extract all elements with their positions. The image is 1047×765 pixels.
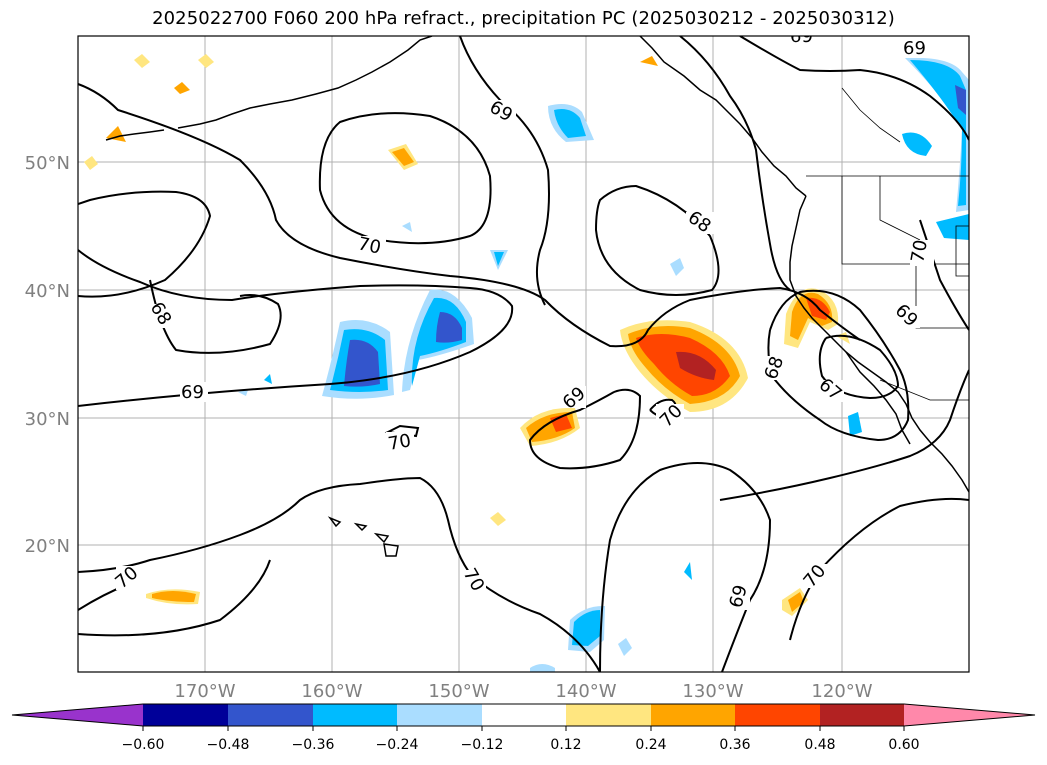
- colorbar-extend-high: [904, 704, 1035, 726]
- colorbar-tick-label: −0.12: [461, 737, 504, 753]
- colorbar-tick-label: 0.12: [550, 737, 581, 753]
- latitude-labels: 50°N 40°N 30°N 20°N: [25, 153, 70, 557]
- colorbar-tick-label: −0.60: [122, 737, 165, 753]
- lon-label: 140°W: [555, 681, 616, 702]
- map-area: [78, 36, 969, 672]
- colorbar-swatch: [397, 704, 482, 726]
- borders: [806, 87, 969, 401]
- lat-label: 20°N: [25, 536, 70, 557]
- lon-label: 120°W: [811, 681, 872, 702]
- lon-label: 130°W: [682, 681, 743, 702]
- colorbar-swatch: [820, 704, 904, 726]
- contour-label: 70: [386, 430, 412, 455]
- colorbar: −0.60 −0.48 −0.36 −0.24 −0.12 0.12 0.24 …: [11, 703, 1036, 753]
- contour-lines: [78, 36, 969, 672]
- shaded-field: [84, 54, 969, 672]
- colorbar-swatch: [482, 704, 566, 726]
- contour-label: 69: [903, 38, 926, 59]
- map-frame: [77, 35, 970, 673]
- lat-label: 40°N: [25, 281, 70, 302]
- contour-label: 70: [907, 238, 932, 264]
- contour-label: 69: [790, 26, 813, 47]
- colorbar-swatch: [566, 704, 651, 726]
- colorbar-tick-label: −0.48: [207, 737, 250, 753]
- lat-label: 50°N: [25, 153, 70, 174]
- colorbar-swatch: [143, 704, 228, 726]
- longitude-labels: 170°W 160°W 150°W 140°W 130°W 120°W: [174, 681, 872, 702]
- colorbar-swatch: [735, 704, 820, 726]
- colorbar-tick-label: 0.48: [804, 737, 835, 753]
- colorbar-tick-label: 0.60: [888, 737, 919, 753]
- colorbar-extend-low: [12, 704, 143, 726]
- plot-title: 2025022700 F060 200 hPa refract., precip…: [152, 8, 895, 29]
- colorbar-swatch: [313, 704, 397, 726]
- colorbar-swatch: [228, 704, 313, 726]
- lon-label: 160°W: [301, 681, 362, 702]
- lat-label: 30°N: [25, 409, 70, 430]
- colorbar-tick-label: 0.36: [719, 737, 750, 753]
- colorbar-tick-label: −0.24: [376, 737, 419, 753]
- contour-label: 69: [181, 382, 204, 403]
- colorbar-swatch: [651, 704, 735, 726]
- colorbar-ticks: [142, 726, 905, 731]
- colorbar-tick-label: −0.36: [292, 737, 335, 753]
- colorbar-tick-label: 0.24: [635, 737, 666, 753]
- lon-label: 150°W: [428, 681, 489, 702]
- contour-label: 70: [356, 233, 383, 258]
- lon-label: 170°W: [174, 681, 235, 702]
